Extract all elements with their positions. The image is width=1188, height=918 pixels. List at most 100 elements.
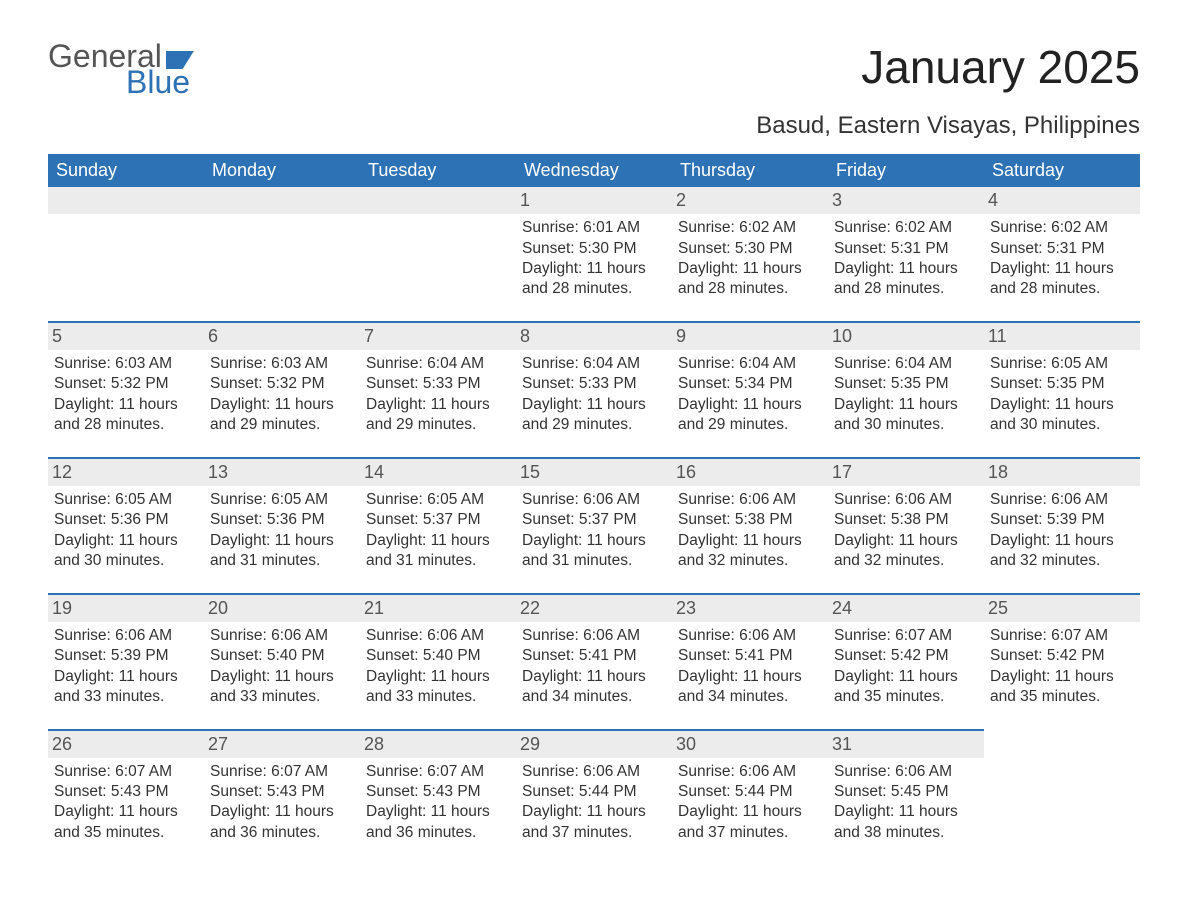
calendar-cell: 19Sunrise: 6:06 AMSunset: 5:39 PMDayligh… <box>48 593 204 729</box>
column-header: Thursday <box>672 154 828 187</box>
sunrise-text: Sunrise: 6:06 AM <box>522 762 666 782</box>
day-number: 5 <box>48 321 204 350</box>
day-number: 3 <box>828 187 984 214</box>
daylight-text: and 28 minutes. <box>678 279 822 299</box>
sunrise-text: Sunrise: 6:04 AM <box>678 354 822 374</box>
calendar-cell: 1Sunrise: 6:01 AMSunset: 5:30 PMDaylight… <box>516 187 672 321</box>
daylight-text: Daylight: 11 hours <box>366 667 510 687</box>
daylight-text: Daylight: 11 hours <box>522 667 666 687</box>
daylight-text: and 28 minutes. <box>54 415 198 435</box>
calendar-week: 1Sunrise: 6:01 AMSunset: 5:30 PMDaylight… <box>48 187 1140 321</box>
day-number: 19 <box>48 593 204 622</box>
daylight-text: Daylight: 11 hours <box>210 802 354 822</box>
sunset-text: Sunset: 5:37 PM <box>522 510 666 530</box>
daylight-text: Daylight: 11 hours <box>522 531 666 551</box>
daylight-text: Daylight: 11 hours <box>366 531 510 551</box>
calendar-cell <box>360 187 516 321</box>
sunrise-text: Sunrise: 6:07 AM <box>990 626 1134 646</box>
sunset-text: Sunset: 5:35 PM <box>990 374 1134 394</box>
calendar-cell: 3Sunrise: 6:02 AMSunset: 5:31 PMDaylight… <box>828 187 984 321</box>
calendar-cell: 15 Sunrise: 6:06 AMSunset: 5:37 PMDayligh… <box>516 457 672 593</box>
sunset-text: Sunset: 5:31 PM <box>990 239 1134 259</box>
sunset-text: Sunset: 5:36 PM <box>54 510 198 530</box>
daylight-text: and 35 minutes. <box>834 687 978 707</box>
daylight-text: and 37 minutes. <box>522 823 666 843</box>
daylight-text: Daylight: 11 hours <box>990 395 1134 415</box>
daylight-text: Daylight: 11 hours <box>678 531 822 551</box>
day-number-empty <box>360 187 516 214</box>
day-number: 6 <box>204 321 360 350</box>
daylight-text: and 32 minutes. <box>834 551 978 571</box>
daylight-text: Daylight: 11 hours <box>834 667 978 687</box>
calendar-cell: 9Sunrise: 6:04 AMSunset: 5:34 PMDaylight… <box>672 321 828 457</box>
calendar-cell: 14Sunrise: 6:05 AMSunset: 5:37 PMDayligh… <box>360 457 516 593</box>
daylight-text: and 33 minutes. <box>54 687 198 707</box>
calendar-cell <box>984 729 1140 865</box>
daylight-text: and 34 minutes. <box>678 687 822 707</box>
day-number: 1 <box>516 187 672 214</box>
day-number: 28 <box>360 729 516 758</box>
day-number: 30 <box>672 729 828 758</box>
sunset-text: Sunset: 5:39 PM <box>54 646 198 666</box>
daylight-text: Daylight: 11 hours <box>522 259 666 279</box>
sunrise-text: Sunrise: 6:06 AM <box>522 490 666 510</box>
sunrise-text: Sunrise: 6:06 AM <box>522 626 666 646</box>
daylight-text: and 35 minutes. <box>990 687 1134 707</box>
sunrise-text: Sunrise: 6:06 AM <box>210 626 354 646</box>
day-number-empty <box>204 187 360 214</box>
column-header: Sunday <box>48 154 204 187</box>
day-number: 10 <box>828 321 984 350</box>
calendar-week: 26Sunrise: 6:07 AMSunset: 5:43 PMDayligh… <box>48 729 1140 865</box>
daylight-text: and 31 minutes. <box>210 551 354 571</box>
calendar-cell <box>204 187 360 321</box>
daylight-text: and 33 minutes. <box>366 687 510 707</box>
sunset-text: Sunset: 5:33 PM <box>522 374 666 394</box>
calendar-week: 5Sunrise: 6:03 AMSunset: 5:32 PMDaylight… <box>48 321 1140 457</box>
sunset-text: Sunset: 5:33 PM <box>366 374 510 394</box>
day-number: 12 <box>48 457 204 486</box>
sunrise-text: Sunrise: 6:03 AM <box>210 354 354 374</box>
sunrise-text: Sunrise: 6:02 AM <box>990 218 1134 238</box>
sunset-text: Sunset: 5:44 PM <box>678 782 822 802</box>
calendar-cell: 25Sunrise: 6:07 AMSunset: 5:42 PMDayligh… <box>984 593 1140 729</box>
day-number: 9 <box>672 321 828 350</box>
daylight-text: and 35 minutes. <box>54 823 198 843</box>
day-number: 11 <box>984 321 1140 350</box>
calendar-cell: 24Sunrise: 6:07 AMSunset: 5:42 PMDayligh… <box>828 593 984 729</box>
daylight-text: and 36 minutes. <box>210 823 354 843</box>
day-number: 20 <box>204 593 360 622</box>
daylight-text: Daylight: 11 hours <box>678 667 822 687</box>
sunset-text: Sunset: 5:32 PM <box>54 374 198 394</box>
day-number: 15 <box>516 457 672 486</box>
daylight-text: and 29 minutes. <box>210 415 354 435</box>
sunrise-text: Sunrise: 6:05 AM <box>54 490 198 510</box>
daylight-text: Daylight: 11 hours <box>210 395 354 415</box>
calendar-week: 12 Sunrise: 6:05 AMSunset: 5:36 PM Dayligh… <box>48 457 1140 593</box>
daylight-text: Daylight: 11 hours <box>678 802 822 822</box>
daylight-text: Daylight: 11 hours <box>678 259 822 279</box>
daylight-text: and 29 minutes. <box>366 415 510 435</box>
daylight-text: and 30 minutes. <box>990 415 1134 435</box>
calendar-cell: 30Sunrise: 6:06 AMSunset: 5:44 PMDayligh… <box>672 729 828 865</box>
daylight-text: Daylight: 11 hours <box>990 531 1134 551</box>
sunrise-text: Sunrise: 6:07 AM <box>834 626 978 646</box>
sunrise-text: Sunrise: 6:07 AM <box>54 762 198 782</box>
sunset-text: Sunset: 5:39 PM <box>990 510 1134 530</box>
daylight-text: Daylight: 11 hours <box>834 259 978 279</box>
day-number: 18 <box>984 457 1140 486</box>
calendar-cell: 17Sunrise: 6:06 AMSunset: 5:38 PMDayligh… <box>828 457 984 593</box>
calendar-cell: 8Sunrise: 6:04 AMSunset: 5:33 PMDaylight… <box>516 321 672 457</box>
daylight-text: Daylight: 11 hours <box>990 259 1134 279</box>
day-number: 2 <box>672 187 828 214</box>
sunrise-text: Sunrise: 6:04 AM <box>522 354 666 374</box>
sunrise-text: Sunrise: 6:03 AM <box>54 354 198 374</box>
sunset-text: Sunset: 5:40 PM <box>210 646 354 666</box>
sunset-text: Sunset: 5:43 PM <box>54 782 198 802</box>
daylight-text: Daylight: 11 hours <box>54 395 198 415</box>
calendar-cell: 4Sunrise: 6:02 AMSunset: 5:31 PMDaylight… <box>984 187 1140 321</box>
calendar-cell: 12Sunrise: 6:05 AMSunset: 5:36 PMDayligh… <box>48 457 204 593</box>
sunset-text: Sunset: 5:38 PM <box>678 510 822 530</box>
sunset-text: Sunset: 5:43 PM <box>366 782 510 802</box>
day-number: 22 <box>516 593 672 622</box>
day-number: 16 <box>672 457 828 486</box>
